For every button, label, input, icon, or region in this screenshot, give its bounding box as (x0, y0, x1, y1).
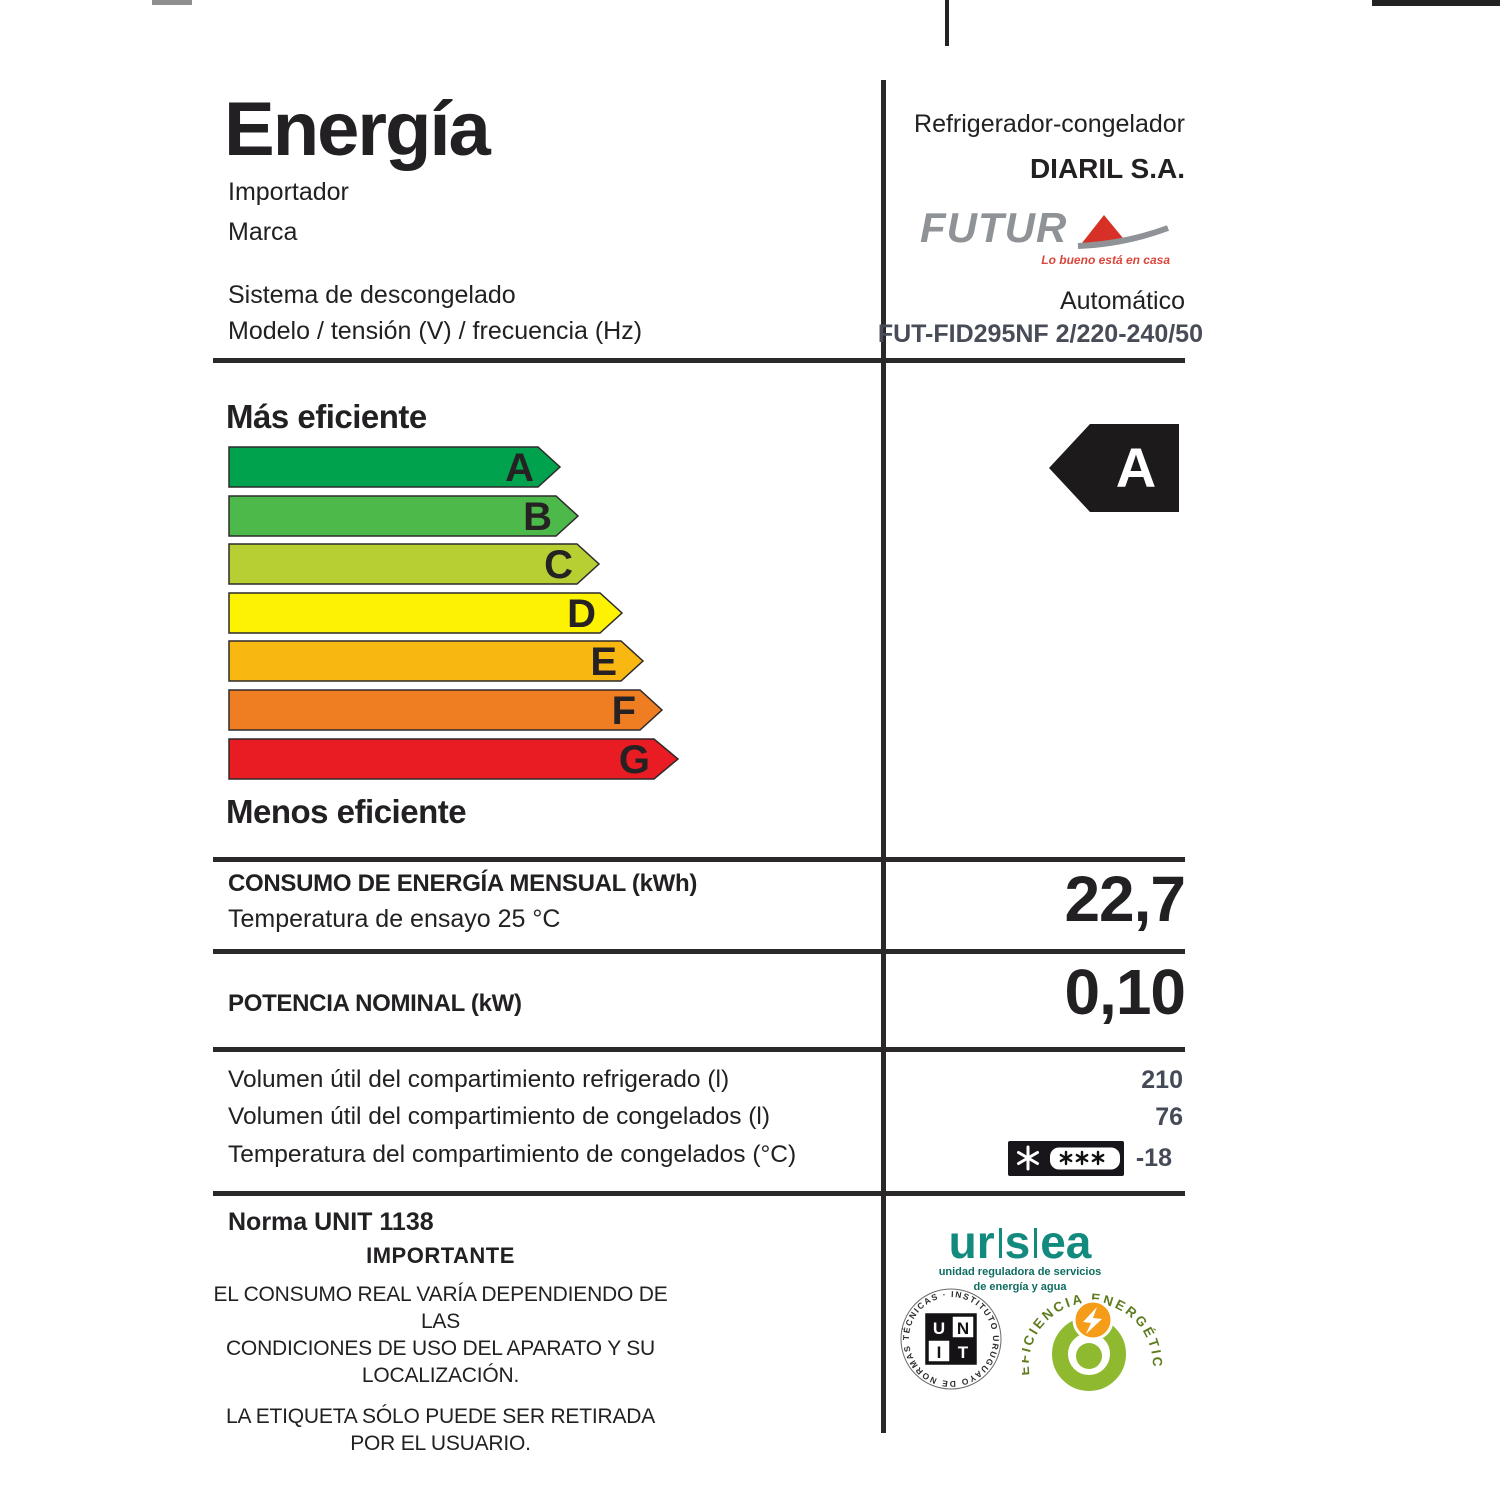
important-line-4: POR EL USUARIO. (350, 1432, 531, 1455)
grade-bar-g: G (228, 738, 680, 781)
grade-letter-f: F (612, 689, 636, 732)
unit-letter-t: T (958, 1343, 969, 1362)
fridge-volume-value: 210 (1141, 1066, 1183, 1094)
fridge-volume-label: Volumen útil del compartimiento refriger… (228, 1066, 730, 1093)
consumption-value: 22,7 (1064, 863, 1186, 935)
rule-header (213, 358, 1185, 363)
unit-letter-n: N (957, 1319, 969, 1338)
grade-letter-a: A (505, 446, 534, 489)
important-notice: IMPORTANTE EL CONSUMO REAL VARÍA DEPENDI… (213, 1243, 668, 1457)
ursea-separator-icon (1034, 1228, 1038, 1258)
ursea-wordmark: ur s ea (910, 1219, 1130, 1265)
grade-letter-e: E (590, 640, 617, 683)
lightning-bolt-icon (1083, 1307, 1102, 1334)
grade-bar-c: C (228, 543, 601, 586)
important-line-1: EL CONSUMO REAL VARÍA DEPENDIENDO DE LAS (213, 1283, 668, 1333)
rating-arrow-shape (1049, 424, 1179, 512)
freezer-stars-inside-icon (1059, 1150, 1105, 1166)
freezer-temperature-label: Temperatura del compartimiento de congel… (228, 1141, 797, 1168)
grade-letter-g: G (619, 738, 650, 781)
futura-wordmark-icon: FUTUR (920, 204, 1170, 251)
futura-tagline: Lo bueno está en casa (1041, 253, 1170, 267)
grade-bar-b: B (228, 495, 580, 538)
more-efficient-label: Más eficiente (226, 398, 427, 435)
power-value: 0,10 (1064, 956, 1186, 1028)
futura-triangle-icon (1082, 215, 1127, 243)
consumption-label: CONSUMO DE ENERGÍA MENSUAL (kWh) (228, 870, 698, 897)
rating-arrow: A (1049, 424, 1179, 512)
brand-label: Marca (228, 218, 298, 246)
unit-seal-icon: INSTITUTO URUGUAYO DE NORMAS TÉCNICAS · … (900, 1288, 1002, 1390)
freezer-4-star-icon (1008, 1141, 1124, 1176)
defrost-value: Automático (1059, 287, 1185, 315)
important-line-3: LA ETIQUETA SÓLO PUEDE SER RETIRADA (225, 1405, 656, 1428)
top-left-crop-mark (152, 0, 192, 5)
defrost-label: Sistema de descongelado (228, 281, 516, 309)
futura-brand-logo: FUTUR Lo bueno está en casa (920, 204, 1170, 267)
test-temperature-label: Temperatura de ensayo 25 °C (228, 905, 561, 933)
importer-value: DIARIL S.A. (1029, 153, 1185, 184)
ursea-part-1: ur (948, 1216, 995, 1268)
ursea-part-3: ea (1040, 1216, 1092, 1268)
futura-wordmark-text: FUTUR (920, 206, 1067, 251)
grade-letter-c: C (544, 543, 573, 586)
rating-letter: A (1116, 436, 1156, 499)
grade-bar-f: F (228, 689, 664, 732)
model-label: Modelo / tensión (V) / frecuencia (Hz) (228, 317, 643, 345)
top-right-crop-mark (1372, 0, 1500, 6)
important-title: IMPORTANTE (366, 1243, 515, 1268)
importer-label: Importador (228, 178, 349, 206)
rule-volumes-bottom (213, 1191, 1185, 1196)
freezer-temperature-value: -18 (1135, 1144, 1172, 1172)
page-title: Energía (224, 87, 491, 172)
rule-power-bottom (213, 1047, 1185, 1052)
important-line-2: CONDICIONES DE USO DEL APARATO Y SU LOCA… (225, 1337, 656, 1387)
futura-swoosh-icon (1077, 225, 1170, 249)
less-efficient-label: Menos eficiente (226, 793, 467, 830)
ursea-logo: ur s ea unidad reguladora de servicios de … (910, 1219, 1130, 1294)
rule-scale-bottom (213, 857, 1185, 862)
norm-reference: Norma UNIT 1138 (228, 1208, 434, 1236)
grade-bar-a: A (228, 446, 562, 489)
grade-letter-b: B (523, 495, 552, 538)
freezer-star-outside-icon (1017, 1145, 1039, 1171)
freezer-volume-value: 76 (1155, 1103, 1183, 1131)
column-divider (881, 80, 886, 1433)
appliance-category: Refrigerador-congelador (914, 110, 1185, 138)
grade-bar-e: E (228, 640, 645, 683)
ursea-part-2: s (1004, 1216, 1031, 1268)
power-label: POTENCIA NOMINAL (kW) (228, 990, 522, 1017)
top-center-crop-mark (945, 0, 949, 46)
unit-letter-u: U (933, 1319, 945, 1338)
ursea-separator-icon (998, 1228, 1002, 1258)
grade-bar-d: D (228, 592, 624, 635)
ursea-subtitle-1: unidad reguladora de servicios (938, 1266, 1102, 1278)
model-value: FUT-FID295NF 2/220-240/50 (877, 320, 1203, 348)
freezer-volume-label: Volumen útil del compartimiento de conge… (228, 1103, 771, 1130)
ursea-subtitle-2: de energía y agua (973, 1281, 1067, 1293)
efficiency-figure-head-icon (1076, 1343, 1102, 1369)
unit-letter-i: I (937, 1343, 942, 1362)
rule-consumption-bottom (213, 949, 1185, 954)
efficiency-seal-icon: EFICIENCIA ENERGÉTICA (1022, 1280, 1162, 1391)
grade-letter-d: D (567, 592, 596, 635)
